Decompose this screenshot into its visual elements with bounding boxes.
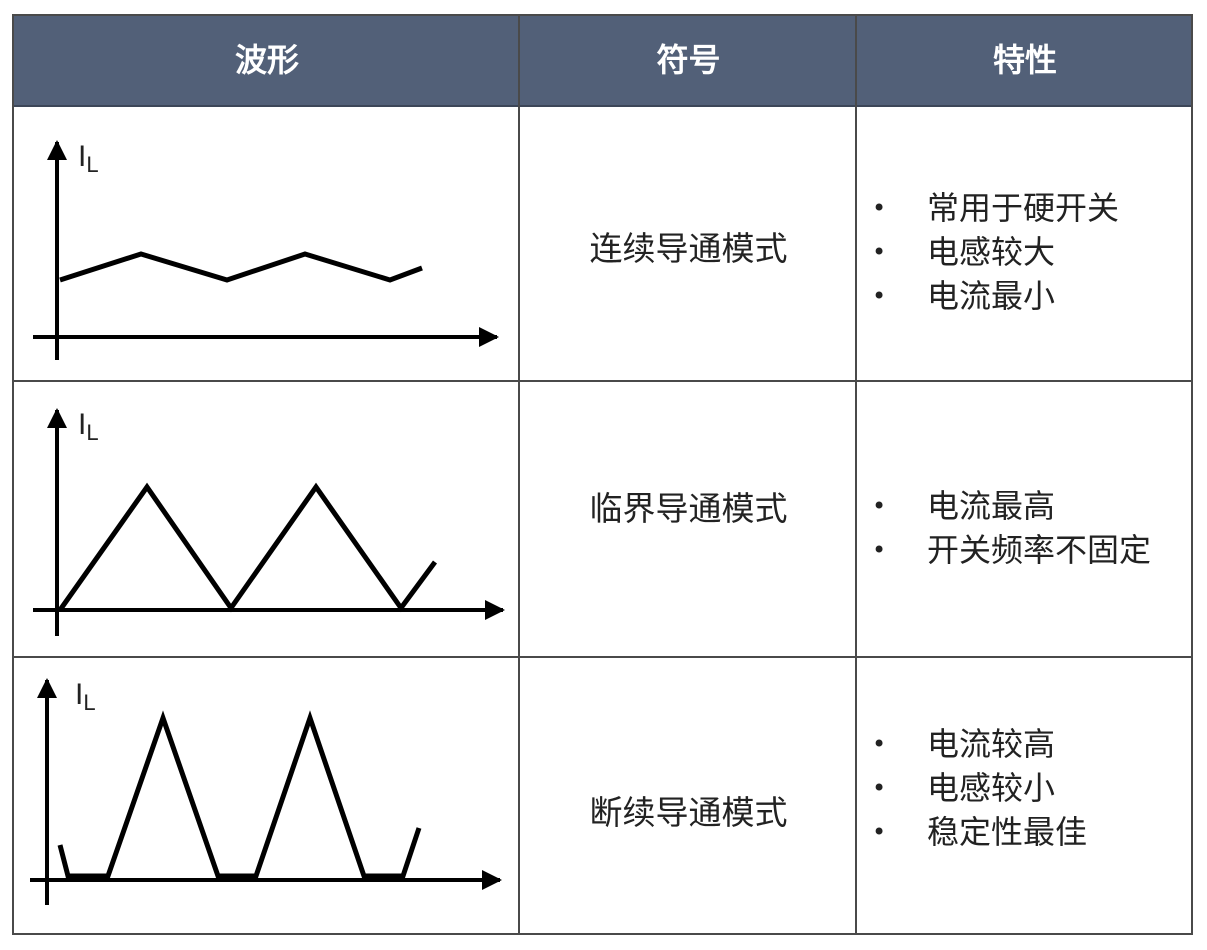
- feature-item: 电流最小: [864, 274, 1194, 318]
- feature-item: 常用于硬开关: [864, 186, 1194, 230]
- feature-list: 电流最高 开关频率不固定: [864, 484, 1194, 572]
- header-symbol: 符号: [656, 41, 721, 79]
- row-divider: [14, 656, 1191, 658]
- feature-list: 常用于硬开关 电感较大 电流最小: [864, 186, 1194, 318]
- mode-label: 临界导通模式: [589, 489, 788, 528]
- column-divider: [855, 16, 857, 933]
- mode-label: 连续导通模式: [589, 229, 788, 268]
- feature-item: 电感较小: [864, 766, 1194, 810]
- feature-list: 电流较高 电感较小 稳定性最佳: [864, 722, 1194, 854]
- axis-label-il: IL: [78, 140, 99, 177]
- row-divider: [14, 380, 1191, 382]
- column-divider: [518, 16, 520, 933]
- feature-item: 电流最高: [864, 484, 1194, 528]
- axis-label-il: IL: [75, 678, 96, 715]
- mode-label: 断续导通模式: [589, 793, 788, 832]
- axis-label-il: IL: [78, 408, 99, 445]
- feature-item: 稳定性最佳: [864, 810, 1194, 854]
- discontinuous-mode-waveform: [57, 710, 422, 879]
- critical-mode-waveform: [57, 482, 438, 613]
- table-header: 波形 符号 特性: [14, 16, 1191, 107]
- comparison-table: 波形 符号 特性 连续导通模式 临界导通模式 断续导通模式 常用于硬开关 电感较…: [12, 14, 1193, 935]
- feature-item: 电感较大: [864, 230, 1194, 274]
- continuous-mode-waveform: [59, 251, 423, 283]
- feature-item: 开关频率不固定: [864, 528, 1194, 572]
- header-waveform: 波形: [234, 41, 299, 79]
- header-characteristics: 特性: [992, 41, 1057, 79]
- feature-item: 电流较高: [864, 722, 1194, 766]
